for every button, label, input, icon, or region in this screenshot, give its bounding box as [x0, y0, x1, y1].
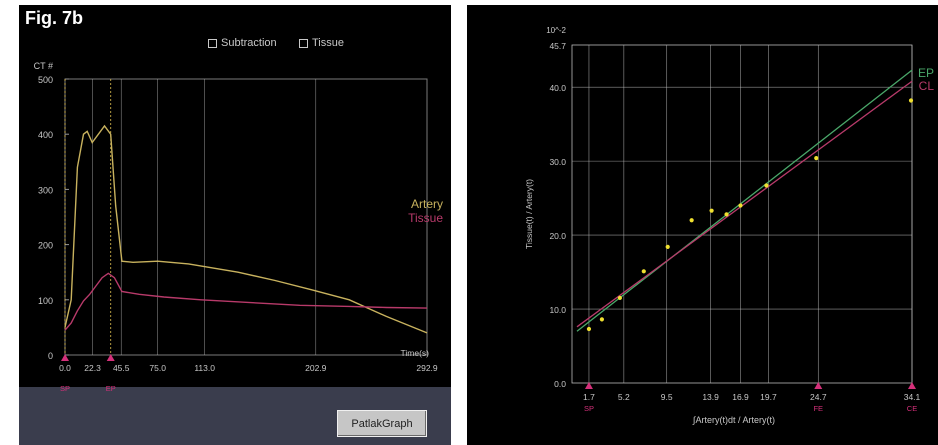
subtraction-checkbox-icon[interactable] — [208, 38, 217, 48]
left-chart-panel — [19, 5, 451, 387]
subtraction-checkbox[interactable]: Subtraction — [208, 37, 277, 49]
tissue-checkbox[interactable]: Tissue — [299, 37, 344, 49]
tissue-checkbox-label: Tissue — [312, 37, 344, 49]
tissue-checkbox-icon[interactable] — [299, 38, 308, 48]
patlak-graph-button[interactable]: PatlakGraph — [337, 410, 427, 437]
figure-label: Fig. 7b — [25, 8, 83, 28]
subtraction-checkbox-label: Subtraction — [221, 37, 277, 49]
right-chart-panel — [467, 5, 938, 445]
